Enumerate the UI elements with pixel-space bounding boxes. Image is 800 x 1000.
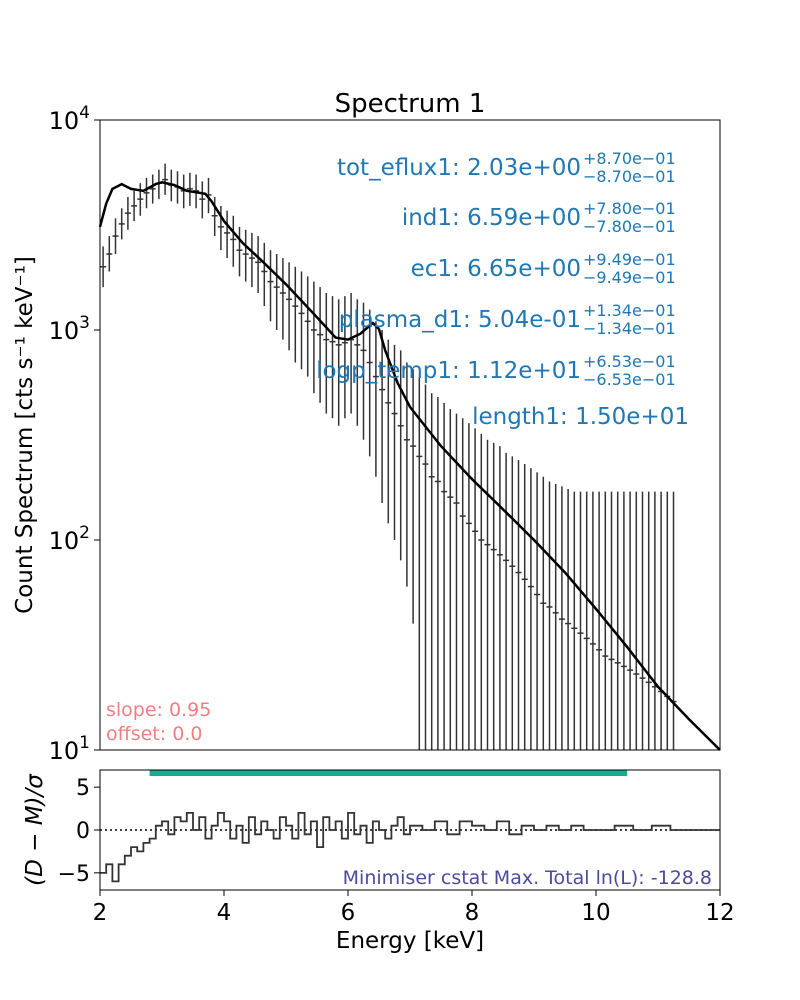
residual-panel: −5 0 5 2 4 6 8 10 12 (D − M)/σ Energy [keV] Min… [22, 769, 735, 954]
slope-label: slope: 0.95 [106, 699, 211, 721]
model-curve [98, 181, 721, 751]
spectrum-y-axis: 101 102 103 104 [49, 103, 100, 765]
y-tick-label: 101 [49, 733, 90, 765]
annotation-logp_temp1: logp_temp1: 1.12e+01 [316, 358, 581, 384]
x-tick-label: 12 [705, 900, 734, 926]
spectrum-axes-frame [99, 119, 721, 751]
y-tick-label: 104 [49, 103, 90, 135]
parameter-annotations: tot_eflux1: 2.03e+00 +8.70e−01−8.70e−01in… [316, 149, 689, 430]
offset-label: offset: 0.0 [106, 723, 202, 745]
x-axis-label: Energy [keV] [336, 928, 484, 954]
annotation-upper-error: +9.49e−01 [583, 250, 676, 269]
y-tick-label: 5 [76, 776, 90, 801]
annotation-lower-error: −7.80e−01 [583, 217, 676, 236]
x-tick-label: 2 [93, 900, 108, 926]
annotation-tot_eflux1: tot_eflux1: 2.03e+00 [337, 155, 581, 181]
annotation-length1: length1: 1.50e+01 [472, 404, 689, 430]
spectrum-panel: Spectrum 1 101 102 103 104 Count Spectrum [… [12, 89, 721, 765]
residual-x-axis: 2 4 6 8 10 12 [93, 890, 735, 926]
y-tick-label: 0 [76, 819, 90, 844]
residual-plot-area [100, 770, 720, 883]
annotation-lower-error: −9.49e−01 [583, 268, 676, 287]
residual-y-axis-label: (D − M)/σ [22, 773, 48, 886]
y-tick-label: 103 [49, 313, 90, 345]
annotation-upper-error: +6.53e−01 [583, 352, 676, 371]
annotation-lower-error: −1.34e−01 [583, 319, 676, 338]
annotation-upper-error: +1.34e−01 [583, 301, 676, 320]
annotation-ind1: ind1: 6.59e+00 [402, 205, 581, 231]
x-tick-label: 8 [465, 900, 480, 926]
stat-label: Minimiser cstat Max. Total ln(L): -128.8 [343, 867, 712, 889]
annotation-upper-error: +7.80e−01 [583, 199, 676, 218]
residual-y-axis: −5 0 5 [58, 776, 100, 887]
annotation-plasma_d1: plasma_d1: 5.04e-01 [339, 307, 581, 333]
y-tick-label: −5 [58, 862, 90, 887]
annotation-lower-error: −6.53e−01 [583, 370, 676, 389]
spectrum-plot-area [98, 163, 721, 751]
residual-step-line [100, 812, 720, 883]
x-tick-label: 4 [217, 900, 232, 926]
y-tick-label: 102 [49, 523, 90, 555]
annotation-ec1: ec1: 6.65e+00 [411, 256, 581, 282]
chart-title: Spectrum 1 [335, 89, 486, 119]
x-tick-label: 6 [341, 900, 356, 926]
annotation-upper-error: +8.70e−01 [583, 149, 676, 168]
spectrum-y-axis-label: Count Spectrum [cts s⁻¹ keV⁻¹] [12, 256, 38, 614]
annotation-lower-error: −8.70e−01 [583, 167, 676, 186]
x-tick-label: 10 [581, 900, 610, 926]
